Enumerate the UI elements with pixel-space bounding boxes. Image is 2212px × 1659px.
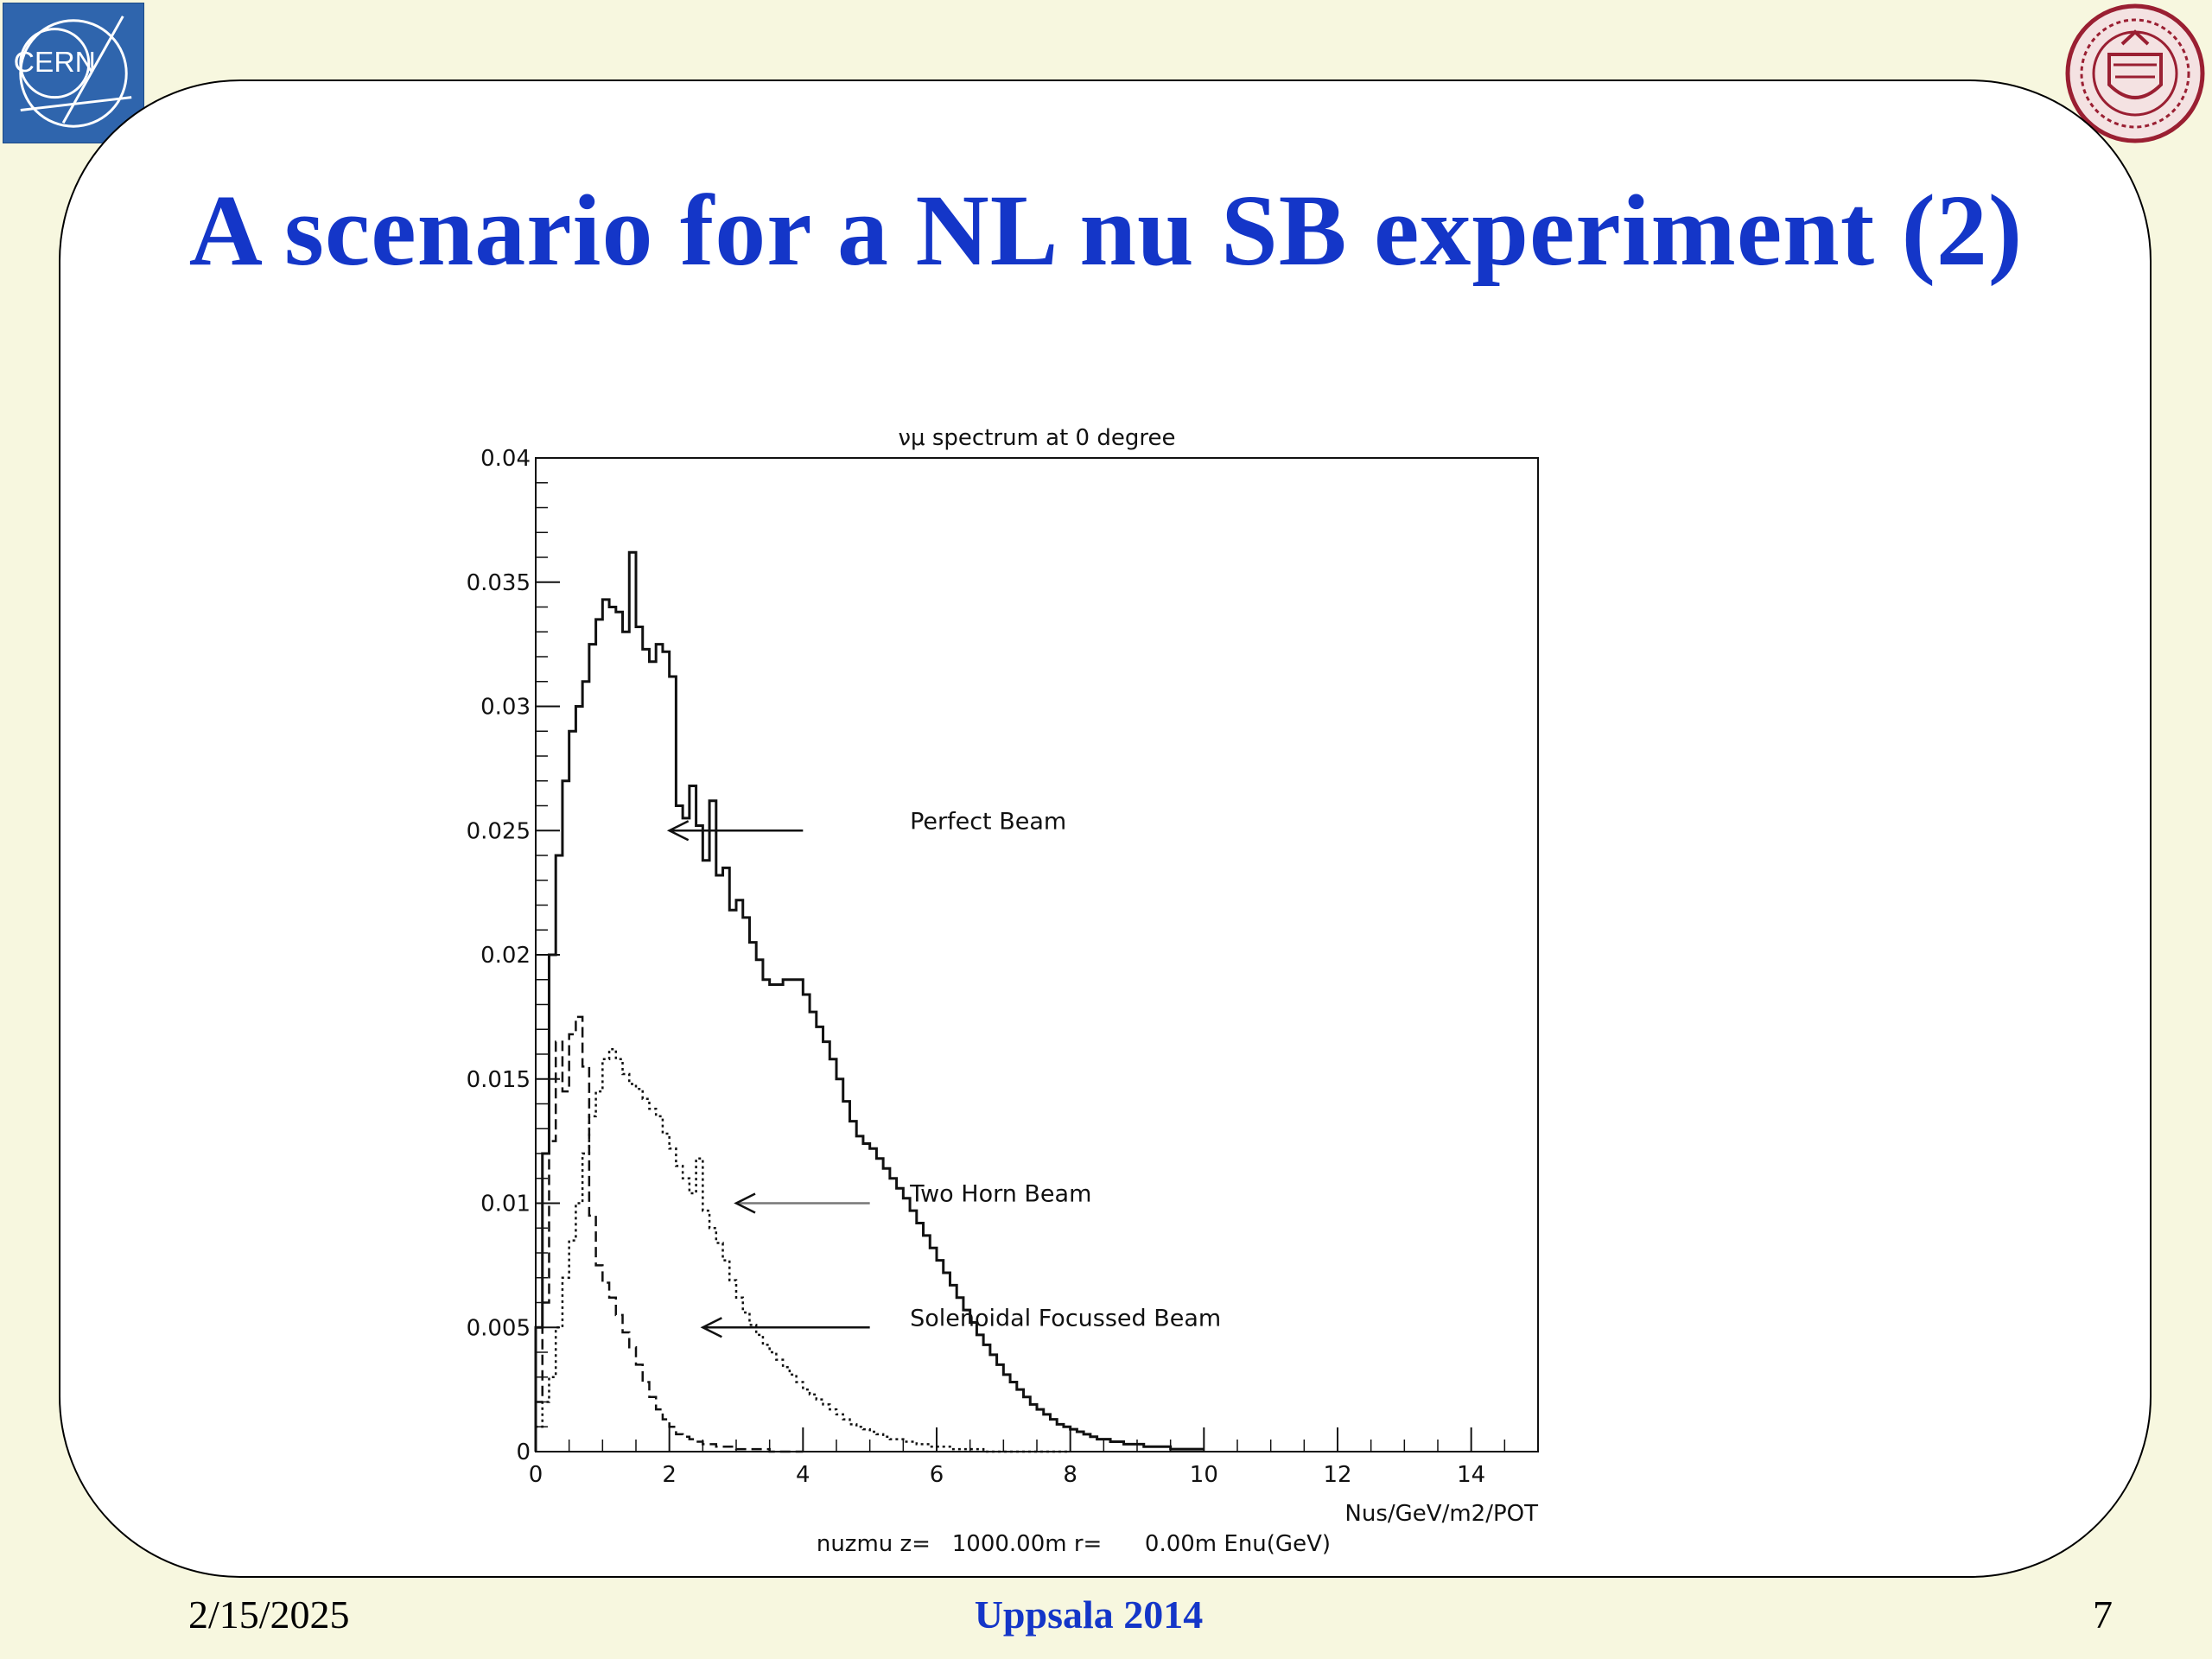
- x-tick-label: 6: [930, 1462, 944, 1488]
- footer-event: Uppsala 2014: [974, 1592, 1204, 1637]
- university-seal-icon: [2062, 3, 2209, 144]
- x-tick-label: 12: [1323, 1462, 1351, 1488]
- annotation-label: Solenoidal Focussed Beam: [910, 1305, 1221, 1332]
- x-tick-label: 10: [1190, 1462, 1218, 1488]
- y-tick-label: 0.02: [480, 943, 531, 969]
- annotation-label: Two Horn Beam: [909, 1181, 1091, 1208]
- annotation-arrowhead: [734, 1192, 756, 1214]
- x-axis-label: nuzmu z= 1000.00m r= 0.00m Enu(GeV): [817, 1531, 1331, 1557]
- annotations: Perfect Beam Two Horn Beam Solenoidal Focu…: [666, 808, 1221, 1338]
- annotation-label: Perfect Beam: [910, 808, 1066, 835]
- y-tick-label: 0.04: [480, 446, 531, 472]
- y-tick-label: 0.025: [467, 818, 531, 844]
- slide-title: A scenario for a NL nu SB experiment (2): [188, 174, 2024, 287]
- y-tick-label: 0.005: [467, 1315, 531, 1341]
- y-tick-label: 0.035: [467, 570, 531, 596]
- series-solenoidal-focussed-beam: [534, 1015, 804, 1453]
- y-tick-label: 0.015: [467, 1067, 531, 1093]
- cern-logo-text: CERN: [14, 47, 96, 79]
- y-tick-label: 0.03: [480, 695, 531, 721]
- y-tick-label: 0: [516, 1440, 531, 1465]
- y-axis-label: Nus/GeV/m2/POT: [1344, 1501, 1538, 1527]
- annotation-arrowhead: [666, 820, 690, 842]
- x-tick-label: 8: [1063, 1462, 1077, 1488]
- plot-frame: [535, 457, 1539, 1452]
- footer-date: 2/15/2025: [188, 1592, 350, 1637]
- series-perfect-beam: [534, 550, 1205, 1452]
- x-tick-label: 0: [529, 1462, 543, 1488]
- x-tick-label: 14: [1457, 1462, 1485, 1488]
- x-tick-label: 2: [662, 1462, 677, 1488]
- y-tick-label: 0.01: [480, 1192, 531, 1217]
- histogram-series: [534, 550, 1205, 1453]
- y-axis: 0 0.005 0.01 0.015 0.02 0.025 0.03 0.035 0.04: [467, 446, 560, 1465]
- x-tick-label: 4: [796, 1462, 810, 1488]
- page-number: 7: [2093, 1592, 2113, 1637]
- series-two-horn-beam: [534, 1048, 1071, 1453]
- spectrum-chart: νμ spectrum at 0 degree 00.0050.010.0150…: [467, 425, 1539, 1557]
- x-axis: 0 2 4 6 8 10 12 14: [529, 1427, 1539, 1488]
- content-frame: [59, 79, 2152, 1578]
- chart-title: νμ spectrum at 0 degree: [899, 425, 1176, 451]
- annotation-arrowhead: [700, 1317, 722, 1338]
- cern-logo-icon: CERN: [3, 3, 144, 143]
